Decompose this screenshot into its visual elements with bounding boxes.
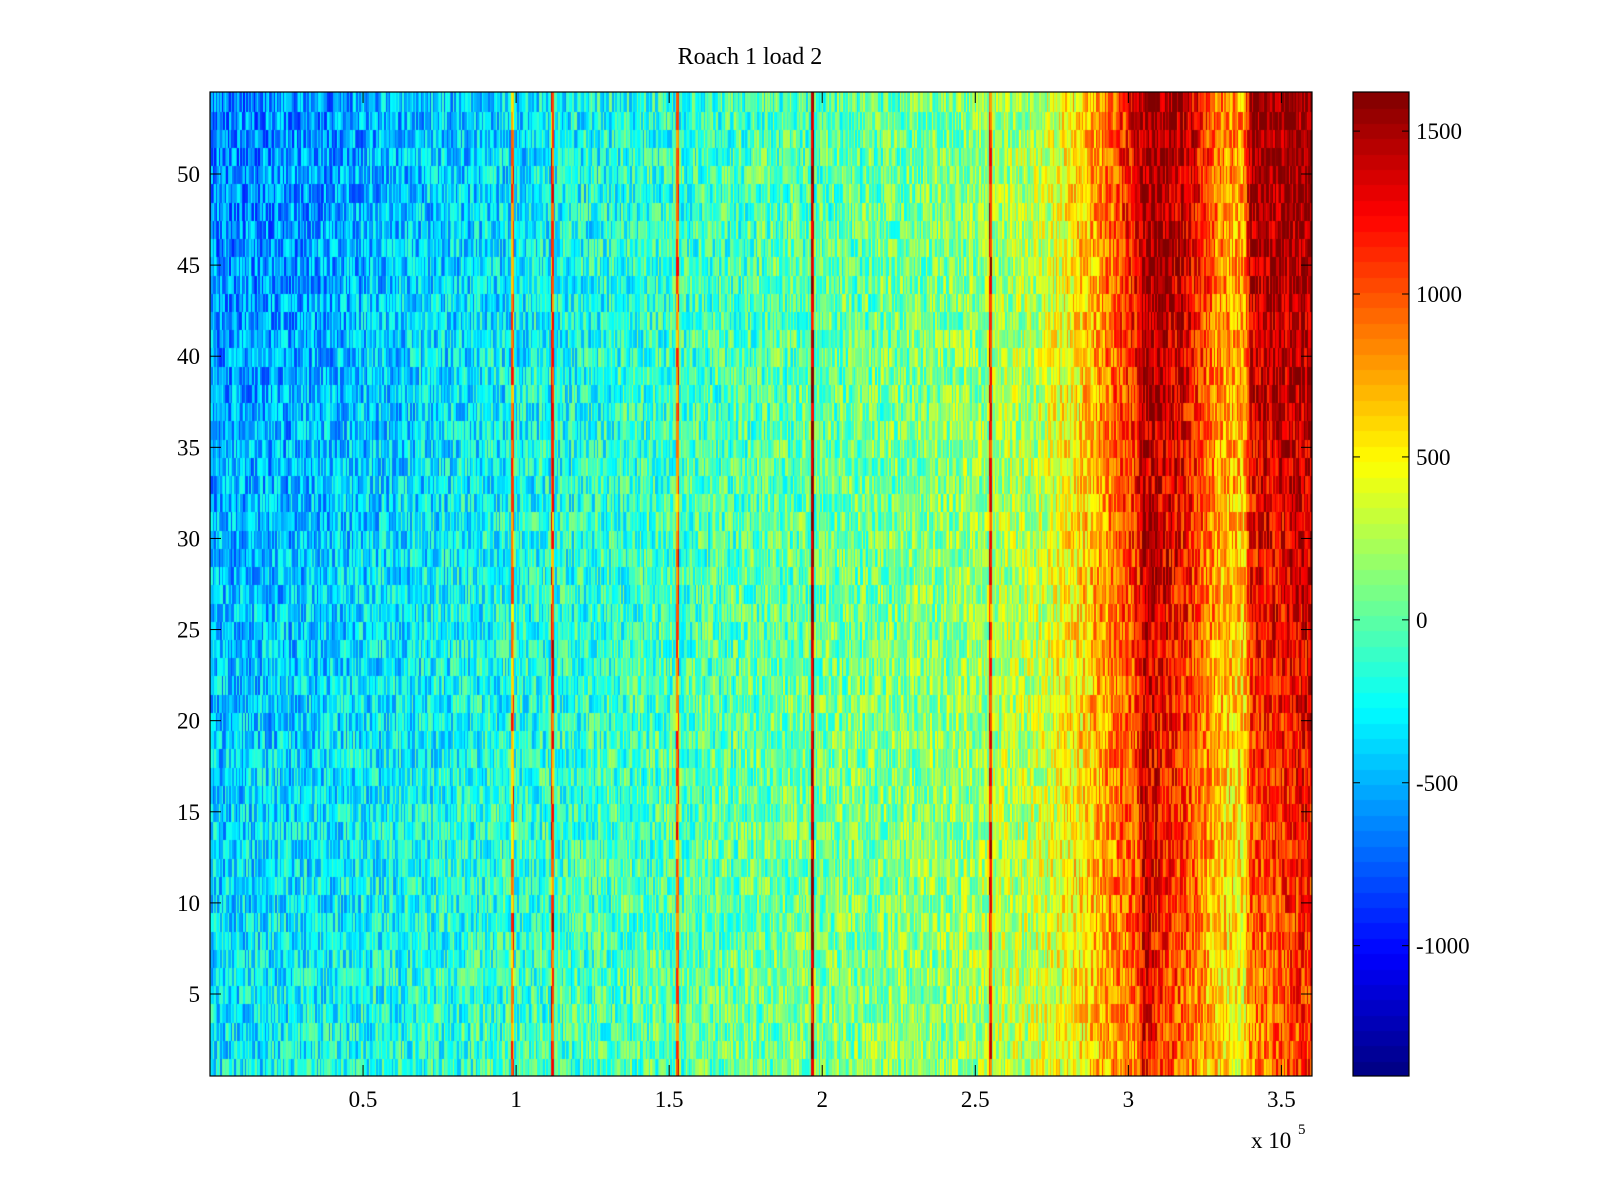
x-tick-label: 3 — [1123, 1087, 1135, 1112]
colorbar-tick-label: -500 — [1416, 771, 1458, 796]
plot-frame — [209, 91, 1313, 1077]
y-tick-label: 30 — [177, 526, 200, 551]
x-multiplier-exponent: 5 — [1298, 1122, 1306, 1138]
x-tick-label: 1 — [510, 1087, 522, 1112]
colorbar-tick-label: 1000 — [1416, 282, 1462, 307]
y-tick-label: 5 — [189, 982, 201, 1007]
x-tick-label: 2.5 — [961, 1087, 990, 1112]
y-axis: 5 10 15 20 25 30 35 40 45 50 — [177, 162, 1312, 1007]
heatmap-image — [210, 92, 1312, 1076]
y-tick-label: 50 — [177, 162, 200, 187]
y-tick-label: 40 — [177, 344, 200, 369]
colorbar-axis: -1000 -500 0 500 1000 1500 — [1353, 119, 1470, 959]
x-axis: 0.5 1 1.5 2 2.5 3 3.5 — [349, 92, 1296, 1112]
y-tick-label: 15 — [177, 800, 200, 825]
y-tick-label: 20 — [177, 709, 200, 734]
colorbar-tick-label: 500 — [1416, 445, 1451, 470]
colorbar-frame — [1352, 91, 1410, 1077]
x-tick-label: 3.5 — [1267, 1087, 1296, 1112]
colorbar-tick-label: -1000 — [1416, 934, 1470, 959]
colorbar-tick-label: 0 — [1416, 608, 1428, 633]
y-tick-label: 10 — [177, 891, 200, 916]
x-tick-label: 2 — [816, 1087, 828, 1112]
x-tick-label: 1.5 — [655, 1087, 684, 1112]
x-multiplier-label: x 10 — [1251, 1128, 1291, 1153]
y-tick-label: 35 — [177, 435, 200, 460]
y-tick-label: 25 — [177, 618, 200, 643]
colorbar-gradient — [1353, 92, 1409, 1076]
y-tick-label: 45 — [177, 253, 200, 278]
x-tick-label: 0.5 — [349, 1087, 378, 1112]
chart-title: Roach 1 load 2 — [677, 44, 823, 70]
colorbar-tick-label: 1500 — [1416, 119, 1462, 144]
